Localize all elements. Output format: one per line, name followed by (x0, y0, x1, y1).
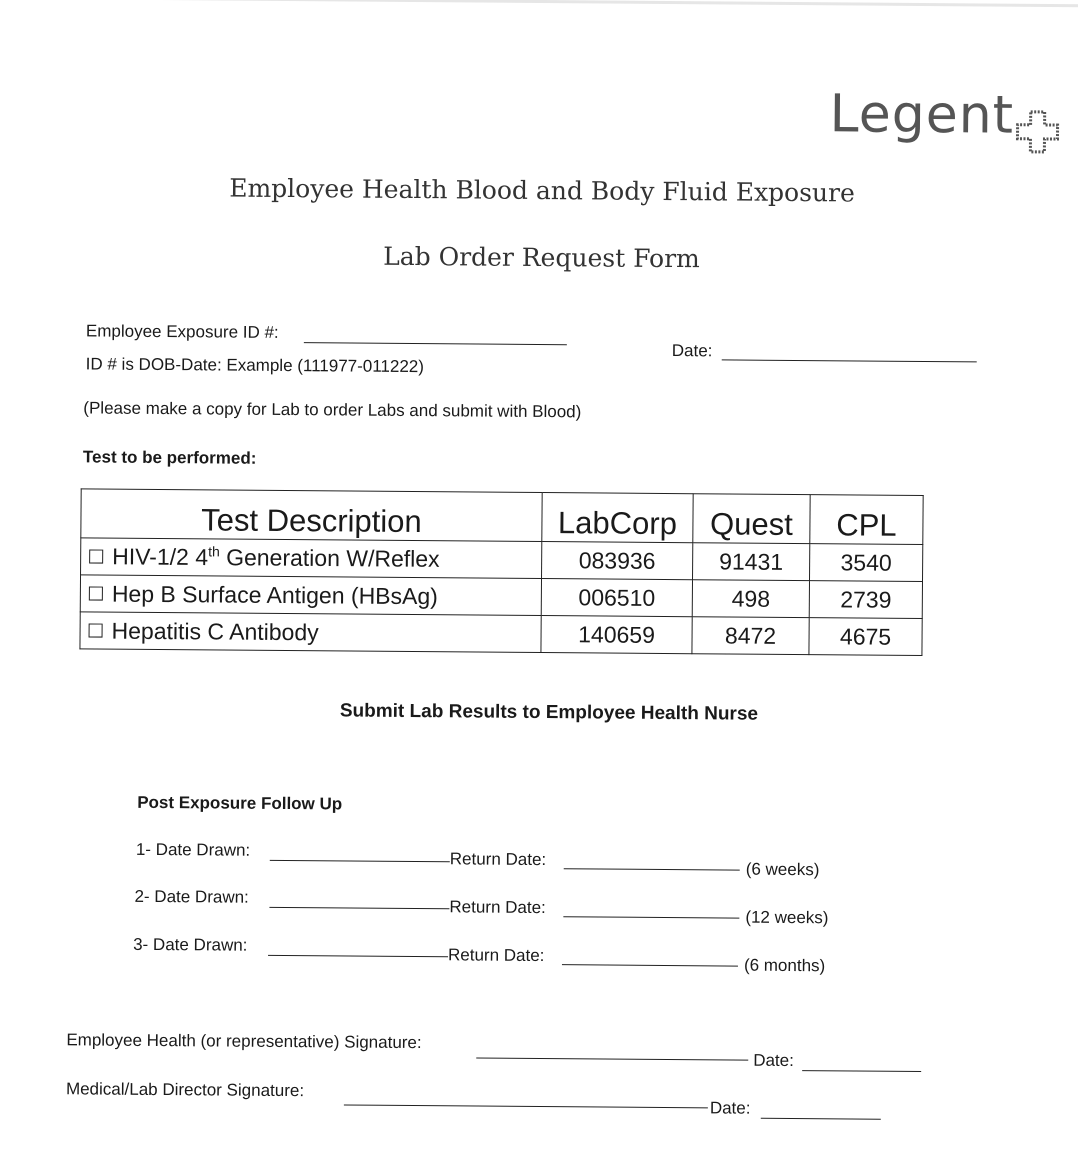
col-cpl: CPL (809, 494, 924, 545)
test-name: Hep B Surface Antigen (HBsAg) (111, 580, 438, 609)
employee-health-signature-label: Employee Health (or representative) Sign… (66, 1030, 422, 1053)
test-name-rest: Generation W/Reflex (219, 544, 440, 573)
test-name: Hepatitis C Antibody (111, 617, 319, 645)
test-name: HIV-1/2 4 (112, 543, 209, 571)
date-drawn-field[interactable] (269, 859, 450, 863)
test-name-sup: th (208, 543, 220, 560)
interval-label: (6 weeks) (745, 859, 820, 880)
test-checkbox[interactable] (88, 585, 103, 601)
director-signature-label: Medical/Lab Director Signature: (65, 1079, 305, 1101)
form-subtitle: Lab Order Request Form (383, 241, 700, 274)
labcorp-code: 140659 (540, 615, 693, 654)
copy-note: (Please make a copy for Lab to order Lab… (83, 398, 582, 422)
test-checkbox[interactable] (89, 549, 104, 564)
cpl-code: 4675 (808, 617, 923, 656)
date-field[interactable] (721, 359, 977, 363)
employee-health-date-label: Date: (753, 1050, 794, 1071)
labcorp-code: 083936 (541, 541, 693, 580)
followup-heading: Post Exposure Follow Up (137, 792, 343, 814)
date-label: Date: (671, 341, 713, 361)
interval-label: (6 months) (743, 955, 826, 976)
cpl-code: 3540 (809, 543, 923, 582)
id-format-note: ID # is DOB-Date: Example (111977-011222… (85, 354, 425, 377)
date-drawn-label: 2- Date Drawn: (134, 886, 249, 907)
date-drawn-label: 1- Date Drawn: (135, 839, 251, 860)
tests-heading: Test to be performed: (82, 447, 257, 468)
quest-code: 91431 (692, 542, 810, 581)
return-date-label: Return Date: (449, 849, 547, 870)
return-date-label: Return Date: (447, 945, 545, 966)
submit-results-note: Submit Lab Results to Employee Health Nu… (339, 700, 759, 725)
labcorp-code: 006510 (541, 578, 693, 617)
date-drawn-field[interactable] (269, 906, 450, 910)
cpl-code: 2739 (809, 580, 923, 619)
col-quest: Quest (692, 493, 811, 544)
exposure-id-label: Employee Exposure ID #: (85, 321, 279, 342)
date-drawn-label: 3- Date Drawn: (133, 934, 248, 955)
test-table: Test Description LabCorp Quest CPL HIV-1… (79, 488, 924, 656)
col-test-description: Test Description (80, 488, 543, 542)
table-header-row: Test Description LabCorp Quest CPL (80, 488, 924, 545)
return-date-field[interactable] (561, 964, 738, 967)
test-description: Hepatitis C Antibody (79, 611, 542, 653)
employee-health-signature-field[interactable] (476, 1057, 749, 1061)
quest-code: 498 (692, 579, 810, 618)
employee-health-date-field[interactable] (802, 1070, 922, 1073)
return-date-field[interactable] (563, 868, 740, 871)
test-checkbox[interactable] (88, 622, 103, 638)
test-description: Hep B Surface Antigen (HBsAg) (80, 574, 542, 616)
col-labcorp: LabCorp (541, 492, 694, 543)
cross-icon (1015, 110, 1060, 154)
director-signature-field[interactable] (343, 1104, 708, 1109)
quest-code: 8472 (691, 616, 810, 655)
form-title: Employee Health Blood and Body Fluid Exp… (229, 173, 855, 208)
scan-edge (4, 0, 1078, 8)
exposure-id-field[interactable] (303, 342, 567, 346)
director-date-field[interactable] (760, 1117, 881, 1120)
test-description: HIV-1/2 4th Generation W/Reflex (80, 537, 542, 579)
legent-logo: Legent (829, 84, 1015, 146)
interval-label: (12 weeks) (745, 907, 829, 928)
table-row: Hepatitis C Antibody 140659 8472 4675 (79, 611, 923, 656)
date-drawn-field[interactable] (268, 954, 449, 958)
return-date-field[interactable] (563, 916, 740, 919)
director-date-label: Date: (709, 1098, 751, 1118)
return-date-label: Return Date: (449, 897, 546, 918)
